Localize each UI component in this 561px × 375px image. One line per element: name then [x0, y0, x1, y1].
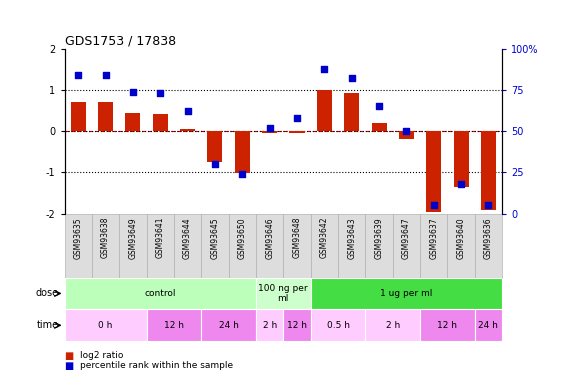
Bar — [283, 214, 311, 278]
Bar — [262, 131, 277, 133]
Text: ■: ■ — [65, 351, 73, 360]
Bar — [234, 131, 250, 173]
Bar — [311, 278, 502, 309]
Text: GSM93641: GSM93641 — [156, 217, 165, 258]
Bar — [174, 214, 201, 278]
Bar — [399, 131, 414, 139]
Text: GSM93649: GSM93649 — [128, 217, 137, 259]
Text: log2 ratio: log2 ratio — [80, 351, 123, 360]
Text: GSM93646: GSM93646 — [265, 217, 274, 259]
Text: 2 h: 2 h — [263, 321, 277, 330]
Bar — [365, 214, 393, 278]
Text: 12 h: 12 h — [438, 321, 457, 330]
Bar — [453, 131, 468, 187]
Point — [128, 88, 137, 94]
Bar — [393, 214, 420, 278]
Text: GSM93643: GSM93643 — [347, 217, 356, 259]
Bar — [180, 129, 195, 131]
Bar — [371, 123, 387, 131]
Bar — [344, 93, 359, 131]
Bar — [256, 309, 283, 341]
Point — [429, 202, 438, 208]
Point — [292, 115, 301, 121]
Text: GSM93644: GSM93644 — [183, 217, 192, 259]
Text: GSM93639: GSM93639 — [375, 217, 384, 259]
Bar — [65, 214, 92, 278]
Text: 2 h: 2 h — [385, 321, 400, 330]
Bar — [475, 309, 502, 341]
Text: dose: dose — [36, 288, 59, 298]
Point — [320, 66, 329, 72]
Text: percentile rank within the sample: percentile rank within the sample — [80, 361, 233, 370]
Point — [238, 171, 247, 177]
Bar — [229, 214, 256, 278]
Text: 12 h: 12 h — [164, 321, 184, 330]
Bar — [92, 214, 119, 278]
Bar — [448, 214, 475, 278]
Bar — [338, 214, 365, 278]
Bar — [208, 131, 223, 162]
Point — [101, 72, 110, 78]
Bar — [201, 309, 256, 341]
Text: time: time — [37, 320, 59, 330]
Text: GSM93638: GSM93638 — [101, 217, 110, 258]
Bar — [311, 309, 365, 341]
Point — [73, 72, 82, 78]
Bar — [65, 278, 256, 309]
Point — [156, 90, 165, 96]
Bar — [426, 131, 442, 212]
Bar — [201, 214, 229, 278]
Text: control: control — [145, 289, 176, 298]
Point — [347, 75, 356, 81]
Bar — [146, 214, 174, 278]
Point — [457, 181, 466, 187]
Bar — [71, 102, 86, 131]
Bar — [153, 114, 168, 131]
Bar — [256, 278, 311, 309]
Text: GSM93645: GSM93645 — [210, 217, 219, 259]
Bar — [317, 90, 332, 131]
Text: 24 h: 24 h — [219, 321, 238, 330]
Text: GSM93635: GSM93635 — [73, 217, 82, 259]
Text: GDS1753 / 17838: GDS1753 / 17838 — [65, 34, 176, 48]
Bar — [475, 214, 502, 278]
Text: ■: ■ — [65, 361, 73, 370]
Point — [375, 104, 384, 110]
Text: 0 h: 0 h — [98, 321, 113, 330]
Bar — [65, 309, 146, 341]
Bar — [481, 131, 496, 210]
Text: 12 h: 12 h — [287, 321, 307, 330]
Bar — [311, 214, 338, 278]
Bar — [119, 214, 146, 278]
Bar — [256, 214, 283, 278]
Text: 0.5 h: 0.5 h — [327, 321, 350, 330]
Text: 1 ug per ml: 1 ug per ml — [380, 289, 433, 298]
Point — [183, 108, 192, 114]
Bar — [98, 102, 113, 131]
Text: 24 h: 24 h — [479, 321, 498, 330]
Text: 100 ng per
ml: 100 ng per ml — [259, 284, 308, 303]
Text: GSM93640: GSM93640 — [457, 217, 466, 259]
Text: GSM93642: GSM93642 — [320, 217, 329, 258]
Text: GSM93647: GSM93647 — [402, 217, 411, 259]
Bar — [420, 309, 475, 341]
Bar — [125, 112, 140, 131]
Bar — [146, 309, 201, 341]
Bar — [420, 214, 448, 278]
Text: GSM93636: GSM93636 — [484, 217, 493, 259]
Text: GSM93650: GSM93650 — [238, 217, 247, 259]
Text: GSM93637: GSM93637 — [429, 217, 438, 259]
Bar — [283, 309, 311, 341]
Bar — [289, 131, 305, 133]
Point — [210, 161, 219, 167]
Point — [402, 128, 411, 134]
Text: GSM93648: GSM93648 — [292, 217, 301, 258]
Bar — [365, 309, 420, 341]
Point — [265, 125, 274, 131]
Point — [484, 202, 493, 208]
